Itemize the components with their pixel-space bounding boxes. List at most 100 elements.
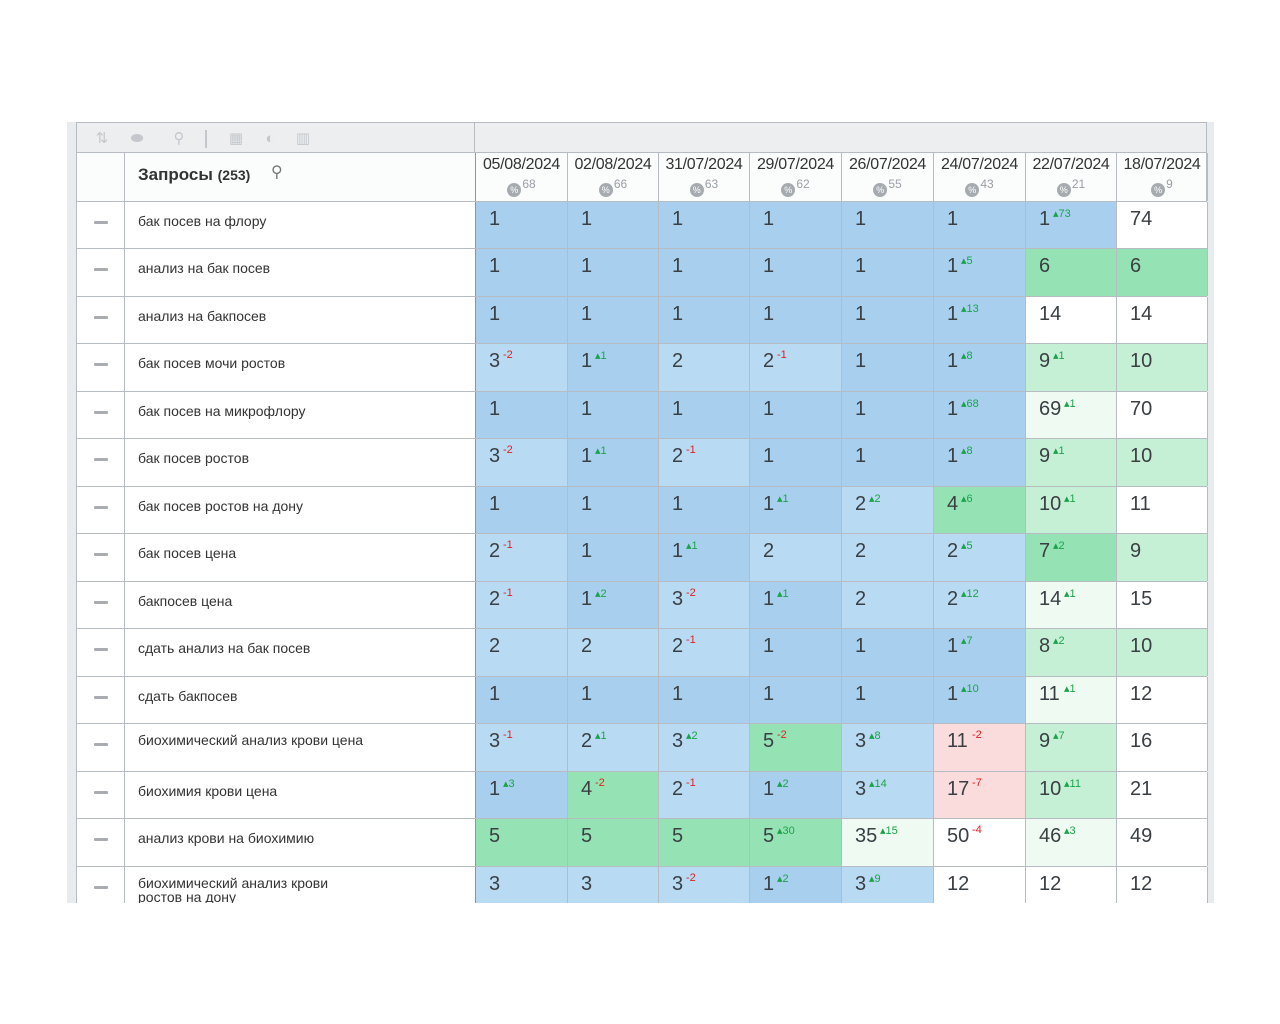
position-cell[interactable]: 49 — [1117, 819, 1208, 866]
position-cell[interactable]: 1 — [568, 392, 659, 439]
position-cell[interactable]: 2 ▴2 — [842, 487, 934, 534]
position-cell[interactable]: 1 — [659, 297, 750, 344]
position-cell[interactable]: 1 — [476, 249, 568, 296]
position-cell[interactable]: 3 — [568, 867, 659, 903]
date-column-header[interactable]: 02/08/2024% 66 — [568, 153, 659, 201]
position-cell[interactable]: 11 ▴1 — [1026, 677, 1117, 724]
row-collapse-control[interactable] — [77, 487, 125, 534]
position-cell[interactable]: 14 ▴1 — [1026, 582, 1117, 629]
position-cell[interactable]: 2 ▴5 — [934, 534, 1026, 581]
row-collapse-control[interactable] — [77, 677, 125, 724]
header-queries[interactable]: Запросы (253) ⚲ — [125, 153, 476, 201]
date-column-header[interactable]: 29/07/2024% 62 — [750, 153, 842, 201]
position-cell[interactable]: 2 -1 — [659, 772, 750, 819]
position-cell[interactable]: 1 ▴1 — [568, 344, 659, 391]
position-cell[interactable]: 14 — [1026, 297, 1117, 344]
query-cell[interactable]: сдать бакпосев — [125, 677, 476, 724]
position-cell[interactable]: 1 — [659, 249, 750, 296]
position-cell[interactable]: 9 — [1117, 534, 1208, 581]
query-cell[interactable]: сдать анализ на бак посев — [125, 629, 476, 676]
date-column-header[interactable]: 31/07/2024% 63 — [659, 153, 750, 201]
query-cell[interactable]: бак посев на микрофлору — [125, 392, 476, 439]
row-collapse-control[interactable] — [77, 249, 125, 296]
row-collapse-control[interactable] — [77, 439, 125, 486]
position-cell[interactable]: 1 — [842, 439, 934, 486]
position-cell[interactable]: 1 ▴2 — [750, 772, 842, 819]
position-cell[interactable]: 1 — [750, 202, 842, 249]
position-cell[interactable]: 12 — [1117, 677, 1208, 724]
position-cell[interactable]: 11 — [1117, 487, 1208, 534]
row-collapse-control[interactable] — [77, 534, 125, 581]
position-cell[interactable]: 1 — [842, 392, 934, 439]
position-cell[interactable]: 5 — [659, 819, 750, 866]
position-cell[interactable]: 5 — [568, 819, 659, 866]
position-cell[interactable]: 1 — [568, 249, 659, 296]
position-cell[interactable]: 1 ▴7 — [934, 629, 1026, 676]
date-column-header[interactable]: 22/07/2024% 21 — [1026, 153, 1117, 201]
position-cell[interactable]: 5 -2 — [750, 724, 842, 771]
position-cell[interactable]: 1 — [750, 439, 842, 486]
query-cell[interactable]: анализ на бак посев — [125, 249, 476, 296]
position-cell[interactable]: 1 — [750, 297, 842, 344]
position-cell[interactable]: 6 — [1026, 249, 1117, 296]
position-cell[interactable]: 4 ▴6 — [934, 487, 1026, 534]
position-cell[interactable]: 69 ▴1 — [1026, 392, 1117, 439]
row-collapse-control[interactable] — [77, 629, 125, 676]
row-collapse-control[interactable] — [77, 202, 125, 249]
position-cell[interactable]: 1 — [568, 487, 659, 534]
row-collapse-control[interactable] — [77, 867, 125, 903]
position-cell[interactable]: 1 — [659, 487, 750, 534]
position-cell[interactable]: 2 -1 — [476, 582, 568, 629]
position-cell[interactable]: 3 -2 — [476, 344, 568, 391]
position-cell[interactable]: 17 -7 — [934, 772, 1026, 819]
position-cell[interactable]: 50 -4 — [934, 819, 1026, 866]
row-collapse-control[interactable] — [77, 582, 125, 629]
position-cell[interactable]: 1 ▴1 — [750, 487, 842, 534]
query-cell[interactable]: биохимия крови цена — [125, 772, 476, 819]
query-cell[interactable]: бак посев мочи ростов — [125, 344, 476, 391]
position-cell[interactable]: 2 -1 — [659, 439, 750, 486]
query-cell[interactable]: биохимический анализ крови ростов на дон… — [125, 867, 476, 903]
position-cell[interactable]: 1 — [842, 249, 934, 296]
row-collapse-control[interactable] — [77, 819, 125, 866]
date-column-header[interactable]: 05/08/2024% 68 — [476, 153, 568, 201]
position-cell[interactable]: 1 — [476, 677, 568, 724]
link-icon[interactable]: ⚲ — [173, 130, 185, 147]
position-cell[interactable]: 1 ▴2 — [750, 867, 842, 903]
position-cell[interactable]: 8 ▴2 — [1026, 629, 1117, 676]
position-cell[interactable]: 16 — [1117, 724, 1208, 771]
position-cell[interactable]: 6 — [1117, 249, 1208, 296]
position-cell[interactable]: 1 — [476, 297, 568, 344]
position-cell[interactable]: 1 — [568, 534, 659, 581]
contrast-icon[interactable]: ◐ — [265, 130, 275, 147]
position-cell[interactable]: 1 ▴8 — [934, 439, 1026, 486]
position-cell[interactable]: 4 -2 — [568, 772, 659, 819]
position-cell[interactable]: 21 — [1117, 772, 1208, 819]
position-cell[interactable]: 1 — [659, 392, 750, 439]
position-cell[interactable]: 7 ▴2 — [1026, 534, 1117, 581]
position-cell[interactable]: 1 — [934, 202, 1026, 249]
position-cell[interactable]: 2 — [750, 534, 842, 581]
position-cell[interactable]: 1 ▴5 — [934, 249, 1026, 296]
row-collapse-control[interactable] — [77, 392, 125, 439]
position-cell[interactable]: 3 -1 — [476, 724, 568, 771]
position-cell[interactable]: 1 — [750, 677, 842, 724]
position-cell[interactable]: 46 ▴3 — [1026, 819, 1117, 866]
position-cell[interactable]: 2 -1 — [476, 534, 568, 581]
calculator-icon[interactable]: ▦ — [228, 130, 244, 147]
position-cell[interactable]: 3 ▴14 — [842, 772, 934, 819]
position-cell[interactable]: 1 — [750, 392, 842, 439]
position-cell[interactable]: 10 ▴11 — [1026, 772, 1117, 819]
row-collapse-control[interactable] — [77, 724, 125, 771]
position-cell[interactable]: 3 -2 — [659, 582, 750, 629]
position-cell[interactable]: 10 — [1117, 629, 1208, 676]
position-cell[interactable]: 2 — [568, 629, 659, 676]
position-cell[interactable]: 9 ▴1 — [1026, 439, 1117, 486]
position-cell[interactable]: 2 — [659, 344, 750, 391]
chart-icon[interactable]: ▥ — [295, 130, 311, 147]
position-cell[interactable]: 1 — [568, 297, 659, 344]
position-cell[interactable]: 1 ▴73 — [1026, 202, 1117, 249]
position-cell[interactable]: 9 ▴7 — [1026, 724, 1117, 771]
position-cell[interactable]: 1 — [568, 677, 659, 724]
date-column-header[interactable]: 18/07/2024% 9 — [1117, 153, 1208, 201]
